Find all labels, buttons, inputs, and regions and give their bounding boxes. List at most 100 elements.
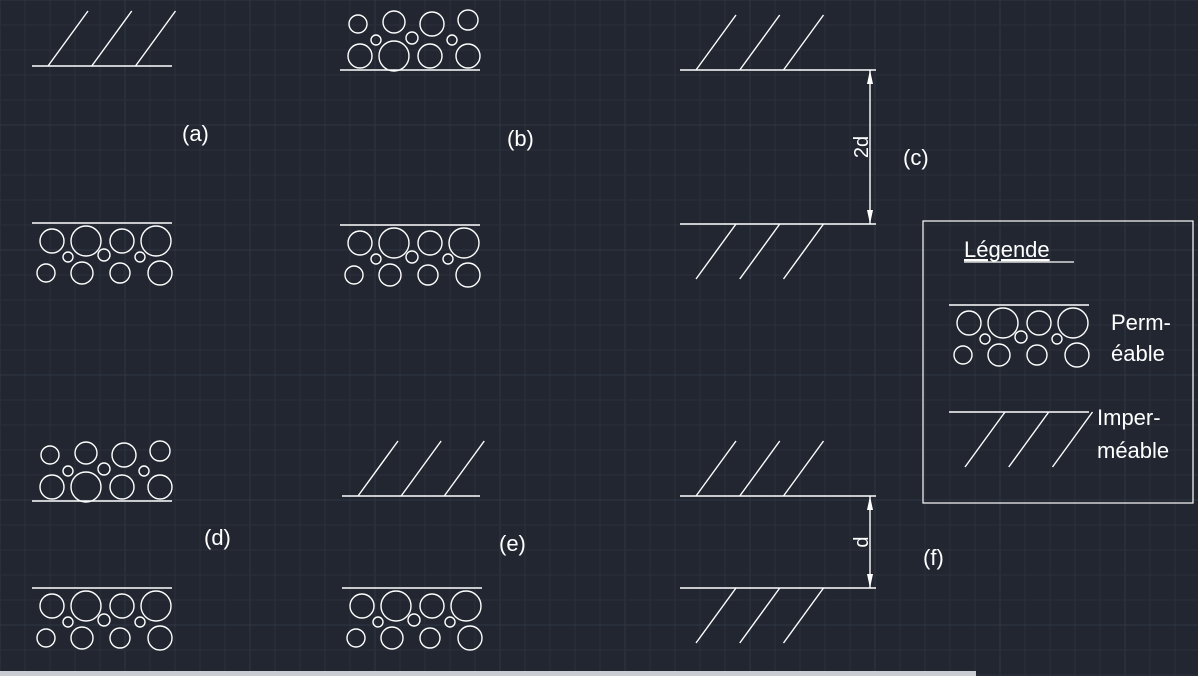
gravel-particle: [140, 590, 172, 622]
gravel-particle: [446, 34, 458, 46]
hatch-line: [782, 587, 825, 644]
gravel-particle: [109, 262, 131, 284]
permeable-layer-bottom: [340, 224, 481, 288]
gravel-particle: [36, 628, 56, 648]
permeable-layer-bottom: [32, 587, 173, 651]
hatch-line: [739, 14, 781, 71]
gravel-particle: [62, 465, 74, 477]
impermeable-layer-bottom: [680, 223, 825, 280]
panel-d-label: (d): [204, 525, 231, 550]
hatch-line: [695, 440, 737, 497]
panel-b: (b): [340, 9, 534, 288]
dimension-label-2d: 2d: [851, 136, 873, 158]
gravel-particle: [419, 627, 441, 649]
gravel-particle: [70, 471, 102, 503]
hatch-line: [695, 587, 737, 644]
gravel-particle: [70, 590, 102, 622]
gravel-particle: [417, 264, 439, 286]
gravel-particle: [380, 626, 404, 650]
legend-title: Légende: [964, 237, 1050, 262]
gravel-particle: [62, 616, 74, 628]
gravel-particle: [1026, 344, 1048, 366]
gravel-particle: [111, 442, 137, 468]
hatch-line: [695, 14, 737, 71]
gravel-particle: [39, 593, 65, 619]
horizontal-scrollbar[interactable]: [0, 671, 976, 676]
gravel-particle: [1014, 330, 1028, 344]
gravel-particle: [370, 34, 382, 46]
gravel-particle: [109, 627, 131, 649]
gravel-particle: [987, 307, 1019, 339]
gravel-particle: [380, 590, 412, 622]
gravel-particle: [70, 626, 94, 650]
legend-permeable-label-line2: éable: [1111, 341, 1165, 366]
impermeable-layer-top: [680, 14, 825, 71]
dimension-label-d: d: [851, 536, 873, 547]
hatch-line: [357, 440, 399, 497]
gravel-particle: [149, 440, 171, 462]
gravel-particle: [457, 625, 483, 651]
legend-permeable-symbol: [949, 304, 1090, 368]
hatch-line: [782, 14, 825, 71]
panel-c: 2d (c): [680, 14, 929, 280]
gravel-particle: [39, 228, 65, 254]
gravel-particle: [97, 248, 111, 262]
panel-f: d (f): [680, 440, 944, 644]
panel-e-label: (e): [499, 531, 526, 556]
gravel-particle: [448, 227, 480, 259]
hatch-line: [782, 223, 825, 280]
gravel-particle: [378, 227, 410, 259]
panel-a-label: (a): [182, 121, 209, 146]
gravel-particle: [417, 43, 443, 69]
gravel-particle: [378, 40, 410, 72]
gravel-particle: [109, 474, 135, 500]
gravel-particle: [1064, 342, 1090, 368]
gravel-particle: [370, 253, 382, 265]
gravel-particle: [956, 310, 982, 336]
panel-b-label: (b): [507, 126, 534, 151]
hatch-line: [1008, 411, 1050, 468]
gravel-particle: [349, 593, 375, 619]
gravel-particle: [347, 230, 373, 256]
gravel-particle: [138, 465, 150, 477]
gravel-particle: [147, 474, 173, 500]
hatch-line: [695, 223, 737, 280]
legend-impermeable-symbol: [949, 411, 1094, 468]
gravel-particle: [987, 343, 1011, 367]
permeable-layer-top: [340, 9, 481, 72]
hatch-line: [134, 10, 177, 67]
panel-f-label: (f): [923, 545, 944, 570]
gravel-particle: [372, 616, 384, 628]
gravel-particle: [419, 11, 445, 37]
legend-impermeable-label-line1: Imper-: [1097, 405, 1161, 430]
permeable-layer-bottom: [342, 587, 483, 651]
hatch-line: [964, 411, 1006, 468]
gravel-particle: [457, 9, 479, 31]
dimension-line-2d: 2d: [820, 69, 876, 225]
gravel-particle: [62, 251, 74, 263]
arrowhead-down-icon: [867, 574, 873, 588]
gravel-particle: [1051, 333, 1063, 345]
hatch-line: [400, 440, 442, 497]
gravel-particle: [36, 263, 56, 283]
gravel-particle: [407, 613, 421, 627]
dimension-line-d: d: [820, 495, 876, 589]
impermeable-layer-top: [32, 10, 177, 67]
impermeable-layer-top: [342, 440, 485, 497]
permeable-layer-top: [32, 440, 173, 503]
panel-e: (e): [342, 440, 526, 651]
legend-box: Légende Perm- éable Imper- méable: [922, 220, 1194, 504]
gravel-particle: [74, 441, 98, 465]
gravel-particle: [382, 10, 406, 34]
gravel-particle: [348, 14, 368, 34]
gravel-particle: [347, 43, 373, 69]
panel-c-label: (c): [903, 145, 929, 170]
gravel-particle: [134, 616, 146, 628]
gravel-particle: [405, 31, 419, 45]
arrowhead-up-icon: [867, 496, 873, 510]
gravel-particle: [39, 474, 65, 500]
arrowhead-up-icon: [867, 70, 873, 84]
gravel-particle: [147, 260, 173, 286]
gravel-particle: [378, 263, 402, 287]
